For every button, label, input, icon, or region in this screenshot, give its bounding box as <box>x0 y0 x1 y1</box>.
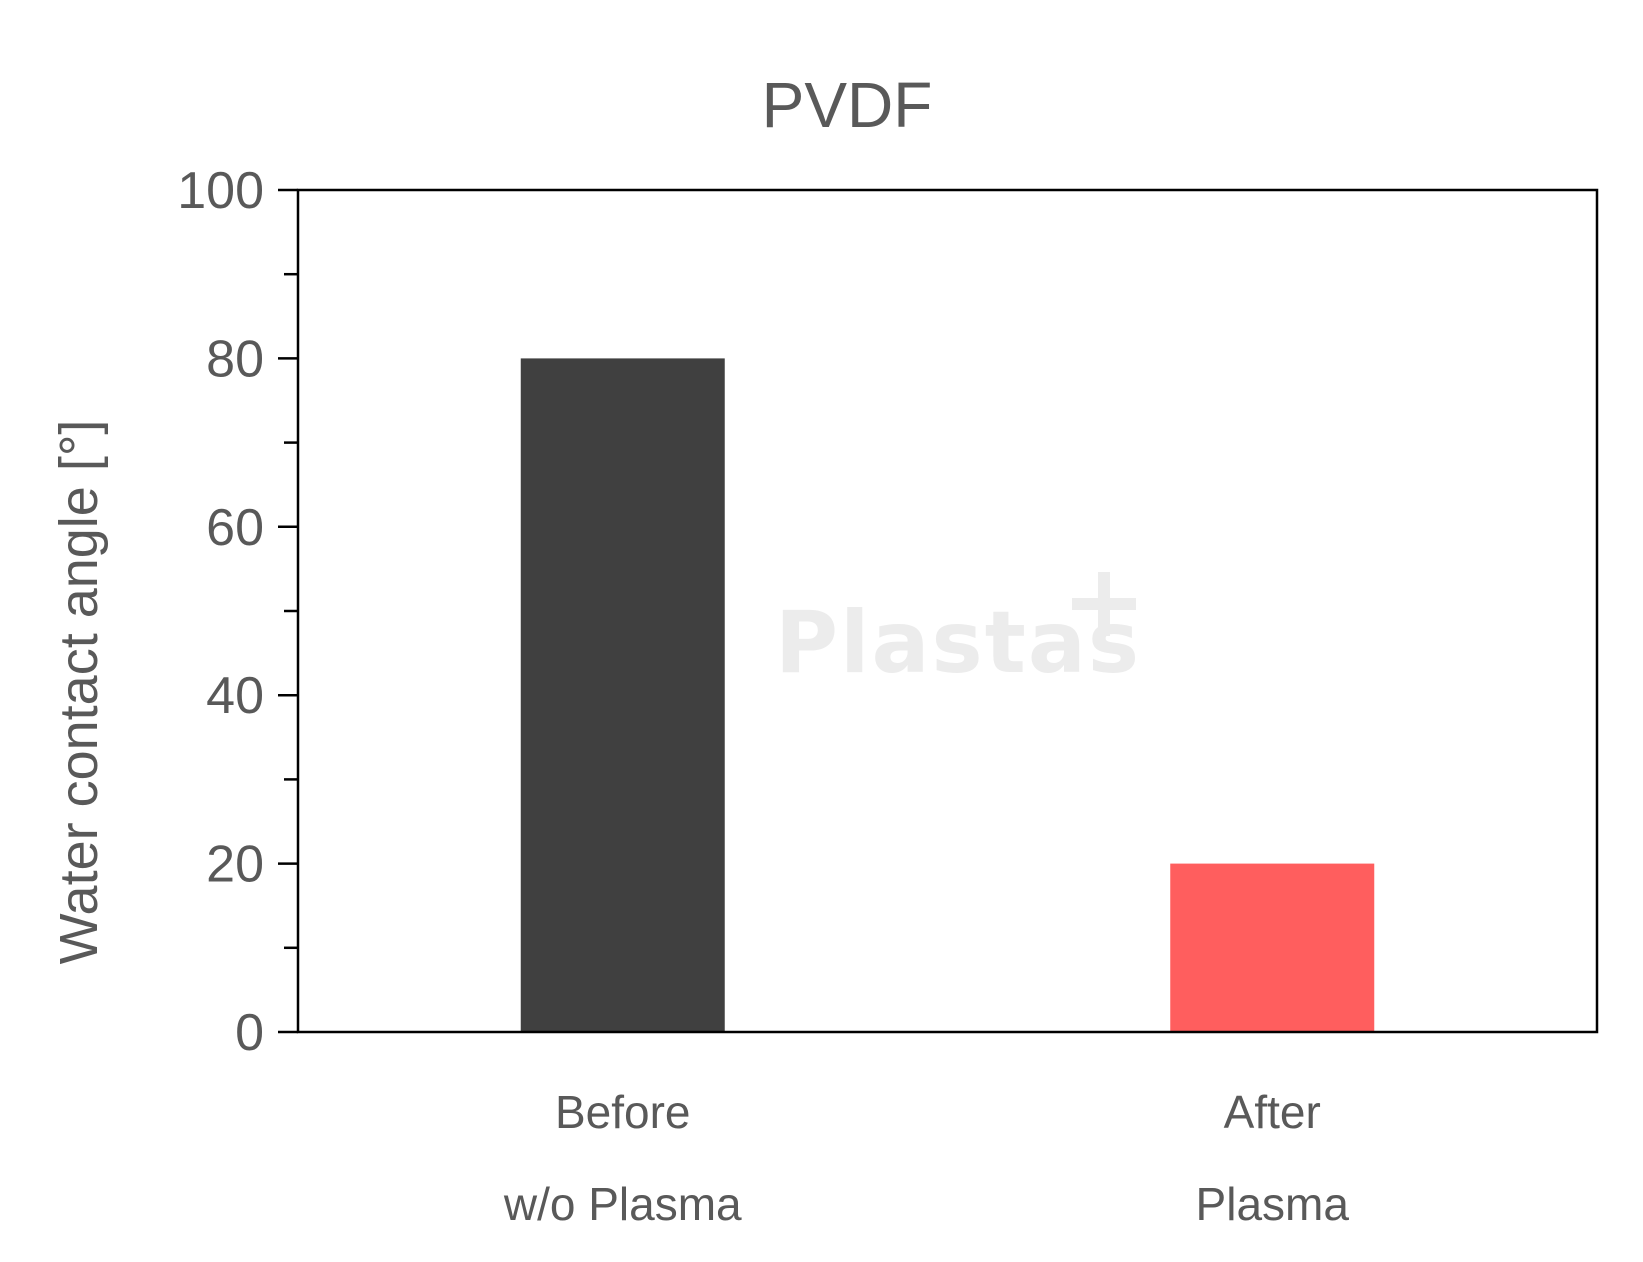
y-tick-label: 80 <box>206 330 264 388</box>
x-category-label: w/o Plasma <box>503 1178 742 1230</box>
x-category-label: Plasma <box>1196 1178 1350 1230</box>
y-ticks-layer: 0 20 40 60 80 100 <box>177 162 298 1062</box>
y-tick-label: 20 <box>206 836 264 894</box>
watermark-plus-icon <box>1072 572 1136 636</box>
x-category-label: After <box>1224 1086 1321 1138</box>
y-tick-label: 40 <box>206 667 264 725</box>
watermark: Plastas <box>775 572 1139 693</box>
bar-1 <box>1170 863 1375 1032</box>
y-tick-label: 100 <box>177 162 264 220</box>
x-categories-layer: Before w/o Plasma After Plasma <box>503 1086 1349 1230</box>
bars-layer <box>520 358 1375 1032</box>
chart-title: PVDF <box>762 69 933 141</box>
bar-0 <box>520 358 725 1032</box>
y-tick-label: 0 <box>235 1004 264 1062</box>
x-category-label: Before <box>555 1086 691 1138</box>
y-axis-label: Water contact angle [°] <box>49 420 109 965</box>
y-tick-label: 60 <box>206 499 264 557</box>
